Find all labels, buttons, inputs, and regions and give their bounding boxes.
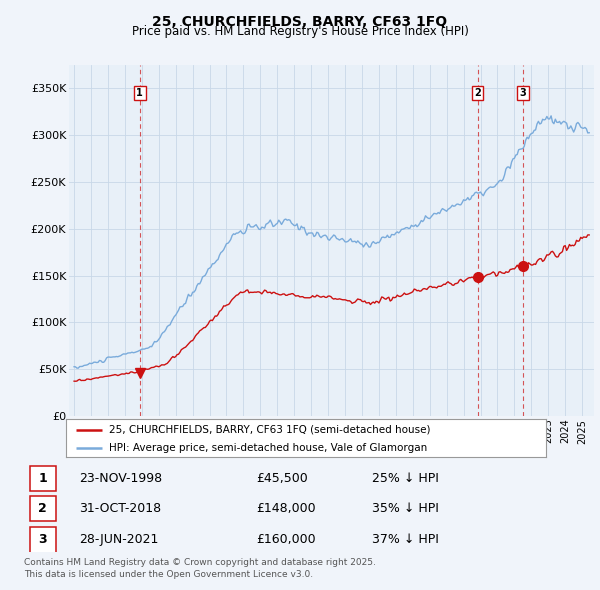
Text: 3: 3 <box>520 88 526 98</box>
Text: £148,000: £148,000 <box>256 502 316 515</box>
Text: 1: 1 <box>38 472 47 485</box>
Text: 37% ↓ HPI: 37% ↓ HPI <box>372 533 439 546</box>
Text: 35% ↓ HPI: 35% ↓ HPI <box>372 502 439 515</box>
FancyBboxPatch shape <box>29 466 56 491</box>
Text: 1: 1 <box>136 88 143 98</box>
Text: 28-JUN-2021: 28-JUN-2021 <box>79 533 158 546</box>
Text: 2: 2 <box>474 88 481 98</box>
Text: 25, CHURCHFIELDS, BARRY, CF63 1FQ: 25, CHURCHFIELDS, BARRY, CF63 1FQ <box>152 15 448 29</box>
FancyBboxPatch shape <box>29 496 56 522</box>
Text: £45,500: £45,500 <box>256 472 308 485</box>
Text: 31-OCT-2018: 31-OCT-2018 <box>79 502 161 515</box>
Text: 25% ↓ HPI: 25% ↓ HPI <box>372 472 439 485</box>
Text: 23-NOV-1998: 23-NOV-1998 <box>79 472 163 485</box>
Text: 25, CHURCHFIELDS, BARRY, CF63 1FQ (semi-detached house): 25, CHURCHFIELDS, BARRY, CF63 1FQ (semi-… <box>109 425 431 435</box>
Text: 3: 3 <box>38 533 47 546</box>
Text: 2: 2 <box>38 502 47 515</box>
Text: Contains HM Land Registry data © Crown copyright and database right 2025.
This d: Contains HM Land Registry data © Crown c… <box>24 558 376 579</box>
Text: £160,000: £160,000 <box>256 533 316 546</box>
FancyBboxPatch shape <box>29 527 56 553</box>
Text: HPI: Average price, semi-detached house, Vale of Glamorgan: HPI: Average price, semi-detached house,… <box>109 442 427 453</box>
Text: Price paid vs. HM Land Registry's House Price Index (HPI): Price paid vs. HM Land Registry's House … <box>131 25 469 38</box>
